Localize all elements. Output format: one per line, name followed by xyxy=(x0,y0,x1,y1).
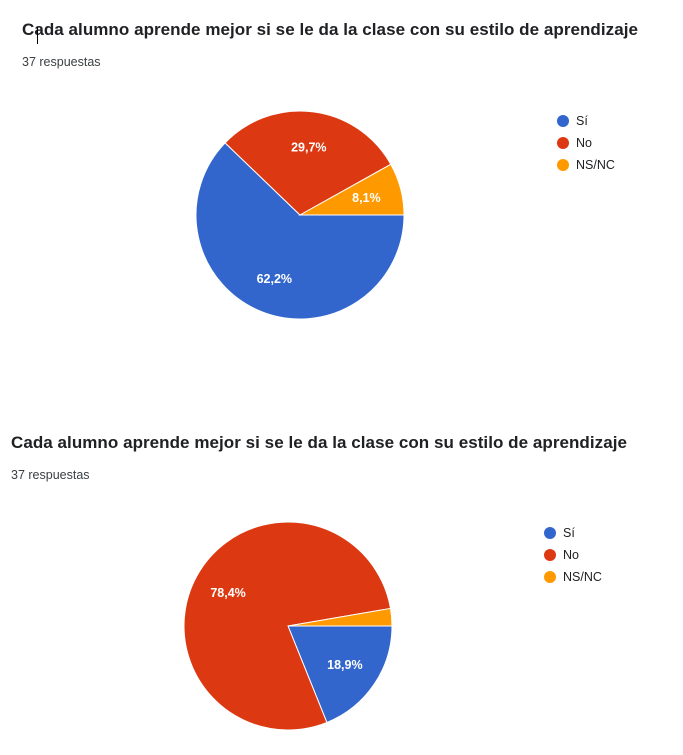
legend-label-nsnc: NS/NC xyxy=(576,158,615,172)
legend-label-si: Sí xyxy=(563,526,575,540)
slice-label-no: 29,7% xyxy=(291,140,326,154)
pie-chart: 62,2% 29,7% 8,1% xyxy=(195,110,405,320)
pie-chart: 18,9% 78,4% xyxy=(183,521,393,731)
slice-label-si: 62,2% xyxy=(257,272,292,286)
pie-slice-nsnc[interactable] xyxy=(298,163,405,216)
text-cursor xyxy=(37,27,38,44)
legend-swatch-no xyxy=(557,137,569,149)
legend-label-nsnc: NS/NC xyxy=(563,570,602,584)
response-count: 37 respuestas xyxy=(22,55,101,69)
legend-label-no: No xyxy=(563,548,579,562)
pie-slice-no[interactable] xyxy=(224,110,392,216)
chart-title: Cada alumno aprende mejor si se le da la… xyxy=(22,20,638,39)
chart-panel-2: Cada alumno aprende mejor si se le da la… xyxy=(0,405,683,755)
legend-item-no[interactable]: No xyxy=(557,132,615,154)
pie-slice-nsnc[interactable] xyxy=(287,607,393,627)
legend-swatch-nsnc xyxy=(544,571,556,583)
legend-swatch-nsnc xyxy=(557,159,569,171)
legend-item-si[interactable]: Sí xyxy=(544,522,602,544)
legend-item-no[interactable]: No xyxy=(544,544,602,566)
chart-panel-1: Cada alumno aprende mejor si se le da la… xyxy=(22,20,638,320)
legend: Sí No NS/NC xyxy=(544,522,602,588)
legend-swatch-si xyxy=(557,115,569,127)
legend-swatch-no xyxy=(544,549,556,561)
pie-slice-si[interactable] xyxy=(195,142,405,320)
legend-swatch-si xyxy=(544,527,556,539)
slice-label-no: 78,4% xyxy=(210,586,245,600)
legend: Sí No NS/NC xyxy=(557,110,615,176)
legend-label-si: Sí xyxy=(576,114,588,128)
response-count: 37 respuestas xyxy=(11,468,90,482)
slice-label-si: 18,9% xyxy=(327,658,362,672)
chart-title: Cada alumno aprende mejor si se le da la… xyxy=(11,433,627,452)
slice-label-nsnc: 8,1% xyxy=(352,191,381,205)
legend-item-si[interactable]: Sí xyxy=(557,110,615,132)
legend-item-nsnc[interactable]: NS/NC xyxy=(544,566,602,588)
legend-item-nsnc[interactable]: NS/NC xyxy=(557,154,615,176)
legend-label-no: No xyxy=(576,136,592,150)
pie-slice-no[interactable] xyxy=(183,521,392,731)
pie-slice-si[interactable] xyxy=(287,625,393,724)
